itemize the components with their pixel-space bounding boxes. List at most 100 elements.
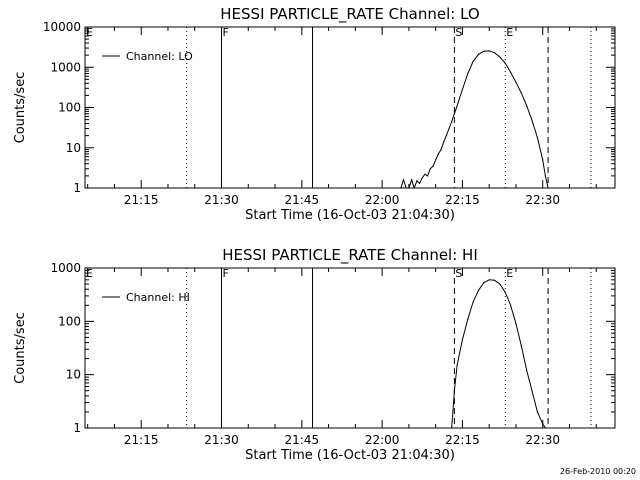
- data-point: [536, 411, 538, 413]
- data-point: [510, 71, 512, 73]
- x-axis-label: Start Time (16-Oct-03 21:04:30): [245, 448, 455, 463]
- event-marker-label: E: [86, 26, 93, 39]
- event-marker-label: F: [223, 26, 229, 39]
- data-point: [542, 159, 544, 161]
- data-point: [477, 289, 480, 292]
- x-tick-label: 21:45: [285, 433, 320, 447]
- x-tick-label: 22:30: [525, 433, 560, 447]
- data-point: [488, 279, 490, 281]
- data-point: [520, 92, 522, 94]
- data-point: [520, 345, 522, 347]
- y-tick-label: 10000: [43, 20, 81, 34]
- data-point: [542, 423, 544, 425]
- data-point: [418, 182, 421, 185]
- data-point: [400, 187, 402, 189]
- y-tick-label: 1: [73, 181, 81, 195]
- data-point: [472, 60, 474, 62]
- data-point: [504, 291, 506, 293]
- data-point: [531, 390, 533, 392]
- data-point: [456, 364, 458, 366]
- data-point: [547, 187, 549, 189]
- event-marker-label: S: [455, 267, 462, 280]
- data-point: [477, 53, 480, 55]
- data-point: [443, 141, 445, 143]
- y-tick-label: 100: [58, 101, 81, 115]
- data-point: [483, 50, 485, 52]
- data-point: [427, 175, 429, 177]
- data-point: [499, 56, 501, 58]
- chart-title: HESSI PARTICLE_RATE Channel: HI: [222, 246, 478, 265]
- data-point: [515, 323, 517, 325]
- x-tick-label: 22:30: [525, 193, 560, 207]
- data-point: [429, 168, 431, 170]
- x-tick-label: 21:15: [124, 433, 159, 447]
- data-point: [437, 153, 439, 155]
- data-point: [445, 135, 447, 137]
- data-point: [499, 283, 501, 285]
- chart-title: HESSI PARTICLE_RATE Channel: LO: [220, 5, 479, 24]
- y-tick-label: 10: [66, 141, 81, 155]
- data-point: [467, 318, 469, 320]
- series-line: [400, 50, 549, 190]
- data-point: [421, 177, 423, 179]
- data-point: [493, 52, 496, 54]
- y-tick-label: 100: [58, 314, 81, 328]
- data-point: [461, 88, 464, 91]
- data-point: [526, 369, 528, 372]
- data-point: [461, 339, 464, 341]
- data-point: [488, 50, 490, 52]
- event-marker-label: E: [86, 267, 93, 280]
- event-marker-label: E: [506, 267, 513, 280]
- data-point: [440, 148, 442, 151]
- data-point: [456, 105, 458, 107]
- timestamp: 26-Feb-2010 00:20: [560, 467, 636, 476]
- data-point: [448, 127, 450, 130]
- data-point: [432, 165, 434, 167]
- data-point: [402, 179, 405, 181]
- data-point: [424, 173, 426, 175]
- legend-entry: Channel: LO: [126, 50, 193, 63]
- y-tick-label: 1000: [50, 60, 81, 74]
- x-tick-label: 22:00: [365, 433, 400, 447]
- y-axis-label: Counts/sec: [13, 312, 28, 384]
- y-tick-label: 1: [73, 421, 81, 435]
- x-axis-label: Start Time (16-Oct-03 21:04:30): [245, 208, 455, 223]
- event-marker-label: E: [506, 26, 513, 39]
- data-point: [544, 427, 547, 429]
- y-tick-label: 10: [66, 368, 81, 382]
- data-point: [451, 427, 453, 429]
- data-point: [453, 113, 455, 115]
- series-line: [451, 279, 546, 429]
- data-point: [544, 175, 547, 177]
- data-point: [405, 187, 407, 189]
- data-point: [536, 136, 538, 139]
- data-point: [416, 180, 418, 182]
- data-point: [483, 282, 485, 284]
- data-point: [453, 390, 455, 392]
- data-point: [472, 301, 474, 303]
- x-tick-label: 22:00: [365, 193, 400, 207]
- x-tick-label: 21:15: [124, 193, 159, 207]
- data-point: [510, 304, 512, 306]
- data-point: [493, 279, 496, 281]
- data-point: [451, 120, 453, 123]
- x-tick-label: 21:30: [204, 193, 239, 207]
- data-point: [410, 179, 413, 181]
- data-point: [467, 72, 469, 75]
- x-tick-label: 21:30: [204, 433, 239, 447]
- legend-entry: Channel: HI: [126, 291, 190, 304]
- event-marker-label: F: [223, 267, 229, 280]
- data-point: [526, 105, 528, 107]
- x-tick-label: 22:15: [445, 433, 480, 447]
- event-marker-label: S: [455, 26, 462, 39]
- data-point: [408, 187, 410, 189]
- data-point: [435, 159, 437, 161]
- data-point: [531, 119, 533, 121]
- x-tick-label: 22:15: [445, 193, 480, 207]
- data-point: [413, 187, 415, 189]
- data-point: [504, 62, 506, 64]
- x-tick-label: 21:45: [285, 193, 320, 207]
- y-axis-label: Counts/sec: [13, 72, 28, 144]
- y-tick-label: 1000: [50, 261, 81, 275]
